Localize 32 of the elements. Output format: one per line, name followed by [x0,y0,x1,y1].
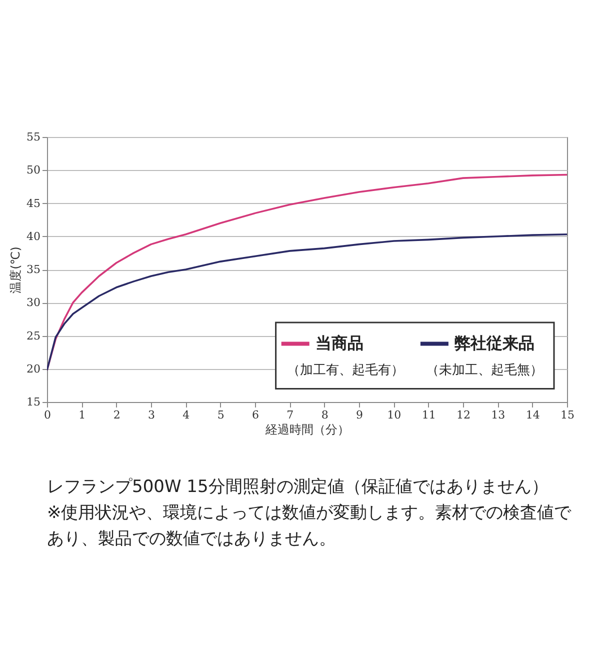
text: ※使用状況や、環境によっては数値が変動します。素材での検査値で [47,503,572,523]
y-tick-label: 50 [26,164,40,177]
x-tick-label: 4 [182,408,190,422]
x-tick-label: 7 [286,408,294,422]
x-tick-label: 15 [560,408,574,422]
x-tick-label: 2 [113,408,120,422]
x-tick-label: 3 [148,408,155,422]
x-tick-label: 10 [387,408,402,422]
x-tick-label: 5 [217,408,224,422]
text: あり、製品での数値ではありません。 [47,529,336,549]
x-tick-label: 9 [356,408,363,422]
y-tick-label: 30 [26,296,40,310]
y-tick-label: 15 [26,396,40,408]
y-tick-label: 40 [26,230,40,243]
x-axis-title: 経過時間（分） [264,422,350,436]
text: レフランプ500W 15分間照射の測定値（保証値ではありません） [47,477,548,497]
x-tick-label: 6 [252,408,259,422]
x-tick-label: 0 [44,408,51,422]
x-tick-label: 1 [78,408,86,422]
y-axis-title: 温度(℃) [8,246,23,294]
x-tick-label: 12 [456,408,470,422]
y-tick-label: 25 [26,329,40,342]
y-tick-label: 20 [26,362,40,376]
x-tick-label: 11 [422,408,436,422]
x-tick-label: 14 [526,408,540,422]
y-tick-label: 55 [26,130,40,144]
y-tick-label: 35 [26,263,40,276]
y-tick-label: 45 [26,196,40,210]
x-tick-label: 13 [491,408,506,422]
legend-label: 当商品（加工有、起毛有） [286,334,404,378]
legend-label: 弊社従来品（未加工、起毛無） [426,334,543,378]
x-tick-label: 8 [321,408,328,422]
